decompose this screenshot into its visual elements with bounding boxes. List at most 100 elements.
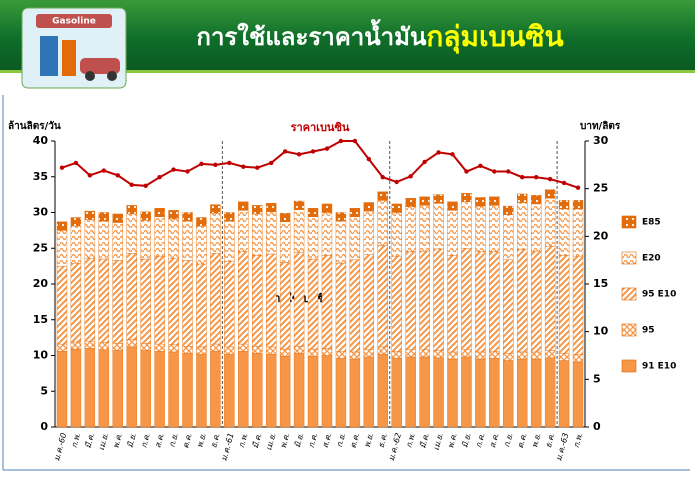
bar-segment — [155, 351, 165, 427]
bar-segment — [57, 230, 67, 266]
y-axis-title: ล้านลิตร/วัน — [8, 120, 61, 132]
price-point — [227, 161, 231, 165]
bar-segment — [224, 221, 234, 261]
legend-swatch — [622, 324, 636, 336]
bar-segment — [294, 210, 304, 253]
y-tick-label: 20 — [33, 277, 49, 290]
bar-segment — [489, 252, 499, 351]
x-tick-label: พ.ค. — [279, 432, 292, 450]
bar-segment — [280, 213, 290, 222]
x-tick-label: ก.ย. — [502, 432, 514, 448]
x-tick-label: มี.ค. — [251, 432, 264, 450]
bar-segment — [503, 353, 513, 360]
y2-axis-title: บาท/ลิตร — [580, 120, 621, 132]
x-tick-label: ก.ค. — [307, 432, 320, 449]
bar-segment — [573, 355, 583, 362]
bar-segment — [127, 340, 137, 347]
bar-segment — [392, 213, 402, 257]
x-tick-label: ก.พ. — [572, 432, 585, 449]
price-point — [367, 157, 371, 161]
bar-segment — [155, 344, 165, 351]
price-point — [492, 169, 496, 173]
price-point — [450, 152, 454, 156]
bar-segment — [392, 204, 402, 213]
title-main: การใช้และราคาน้ำมัน — [196, 18, 427, 51]
bar-segment — [196, 264, 206, 347]
bar-segment — [406, 350, 416, 357]
bar-segment — [420, 197, 430, 206]
bar-segment — [378, 354, 388, 427]
bar-segment — [113, 343, 123, 350]
bar-segment — [475, 252, 485, 352]
bar-segment — [434, 249, 444, 351]
price-point — [422, 160, 426, 164]
price-point — [353, 139, 357, 143]
x-tick-label: ก.พ. — [237, 432, 250, 449]
bar-segment — [71, 226, 81, 263]
bar-segment — [196, 226, 206, 264]
bar-segment — [155, 256, 165, 344]
x-tick-label: ก.ย. — [167, 432, 179, 448]
y-tick-label: 35 — [33, 170, 48, 183]
price-point — [74, 161, 78, 165]
bar-segment — [322, 204, 332, 213]
bar-segment — [169, 258, 179, 345]
x-tick-label: มิ.ย. — [125, 432, 138, 449]
bar-segment — [406, 252, 416, 350]
bar-segment — [350, 352, 360, 359]
legend-swatch — [622, 216, 636, 228]
bar-segment — [448, 210, 458, 255]
bar-segment — [238, 344, 248, 351]
bar-segment — [252, 205, 262, 214]
bar-segment — [573, 256, 583, 355]
y2-tick-label: 20 — [593, 229, 609, 242]
price-point — [576, 186, 580, 190]
bar-segment — [266, 203, 276, 212]
y-tick-label: 15 — [33, 313, 48, 326]
bar-segment — [252, 255, 262, 346]
bar-segment — [406, 357, 416, 427]
x-tick-label: มี.ค. — [83, 432, 96, 450]
x-tick-label: เม.ย. — [97, 432, 110, 452]
bar-segment — [573, 200, 583, 209]
icon-label: Gasoline — [52, 17, 96, 27]
bar-segment — [378, 192, 388, 201]
x-tick-label: ต.ค. — [181, 432, 194, 449]
bar-segment — [308, 259, 318, 349]
bar-segment — [99, 213, 109, 222]
legend-label: 95 E10 — [642, 290, 676, 300]
bar-segment — [336, 263, 346, 351]
bar-segment — [503, 361, 513, 427]
bar-segment — [169, 352, 179, 427]
bar-segment — [113, 350, 123, 427]
bar-segment — [308, 349, 318, 356]
bar-segment — [169, 345, 179, 352]
bar-segment — [85, 348, 95, 427]
bar-segment — [196, 354, 206, 427]
bar-segment — [434, 203, 444, 249]
x-tick-label: เม.ย. — [432, 432, 445, 452]
bar-segment — [183, 213, 193, 222]
price-point — [241, 165, 245, 169]
bar-segment — [364, 255, 374, 350]
price-point — [436, 150, 440, 154]
bar-segment — [85, 341, 95, 348]
header-icon: Gasoline — [22, 8, 126, 88]
bar-segment — [406, 207, 416, 252]
bar-segment — [266, 347, 276, 354]
price-point — [297, 152, 301, 156]
bar-segment — [85, 211, 95, 220]
bar-segment — [545, 246, 555, 350]
y-tick-label: 0 — [40, 420, 48, 433]
bar-segment — [475, 197, 485, 206]
y2-tick-label: 15 — [593, 277, 608, 290]
bar-segment — [210, 344, 220, 351]
price-line — [62, 141, 578, 188]
bar-segment — [475, 352, 485, 359]
x-tick-label: ต.ค. — [516, 432, 529, 449]
bar-segment — [266, 254, 276, 347]
x-tick-label: ก.พ. — [70, 432, 83, 449]
bar-segment — [308, 356, 318, 427]
bar-segment — [489, 205, 499, 251]
bar-segment — [113, 223, 123, 261]
